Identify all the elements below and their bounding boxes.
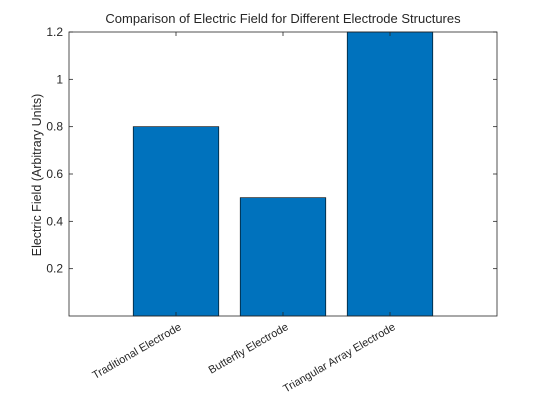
x-tick-label: Butterfly Electrode [207, 321, 291, 376]
y-tick-label: 1 [56, 72, 63, 86]
y-axis-label: Electric Field (Arbitrary Units) [30, 94, 44, 257]
y-tick-label: 0.2 [46, 262, 63, 276]
x-tick-label: Traditional Electrode [90, 321, 183, 382]
y-tick-label: 0.4 [46, 214, 63, 228]
plot-area: 0.2 0.4 0.6 0.8 1 1.2 Traditional Electrode But… [46, 25, 498, 395]
bar [132, 126, 220, 317]
chart-title: Comparison of Electric Field for Differe… [105, 11, 461, 26]
y-tick-label: 0.6 [46, 167, 63, 181]
bar [346, 31, 434, 317]
y-tick-label: 0.8 [46, 120, 63, 134]
bar [239, 197, 327, 317]
y-tick-label: 1.2 [46, 25, 63, 39]
x-tick-label: Triangular Array Electrode [281, 321, 397, 395]
